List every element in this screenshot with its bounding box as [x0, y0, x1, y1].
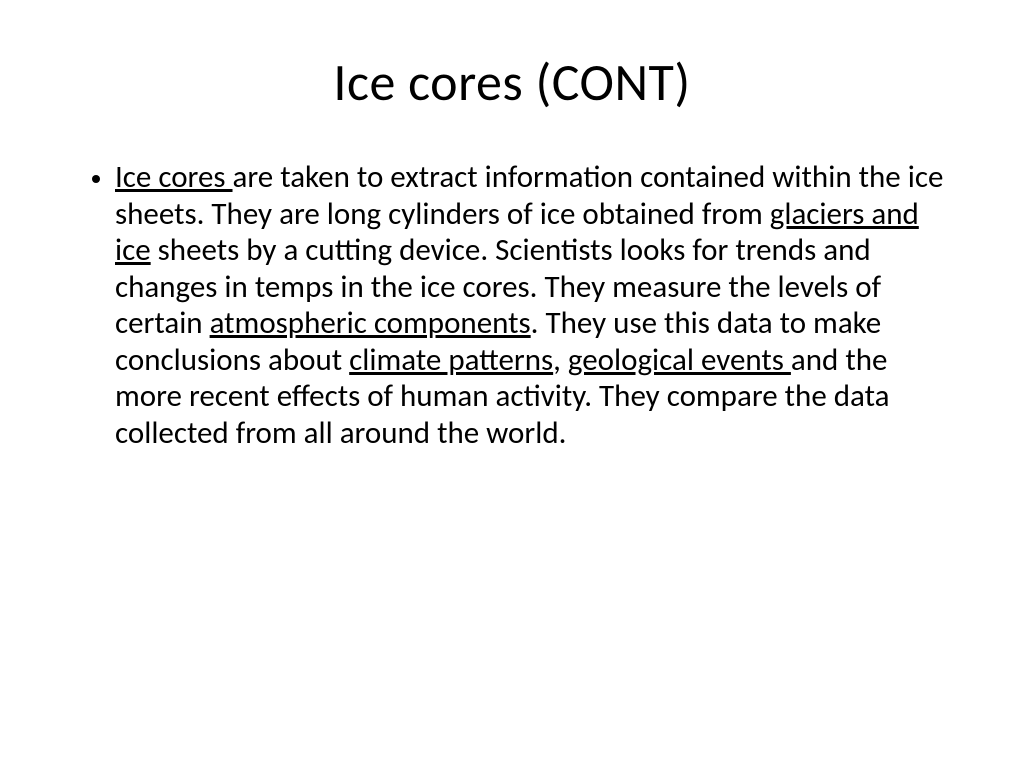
underlined-text: atmospheric components	[210, 304, 531, 342]
slide: Ice cores (CONT) Ice cores are taken to …	[0, 0, 1024, 768]
body-text: ,	[553, 341, 568, 379]
underlined-text: Ice cores	[115, 158, 233, 196]
underlined-text: geological events	[568, 341, 791, 379]
slide-body: Ice cores are taken to extract informati…	[70, 159, 954, 452]
bullet-item: Ice cores are taken to extract informati…	[115, 159, 954, 452]
underlined-text: climate patterns	[349, 341, 553, 379]
slide-title: Ice cores (CONT)	[70, 50, 954, 114]
bullet-list: Ice cores are taken to extract informati…	[70, 159, 954, 452]
